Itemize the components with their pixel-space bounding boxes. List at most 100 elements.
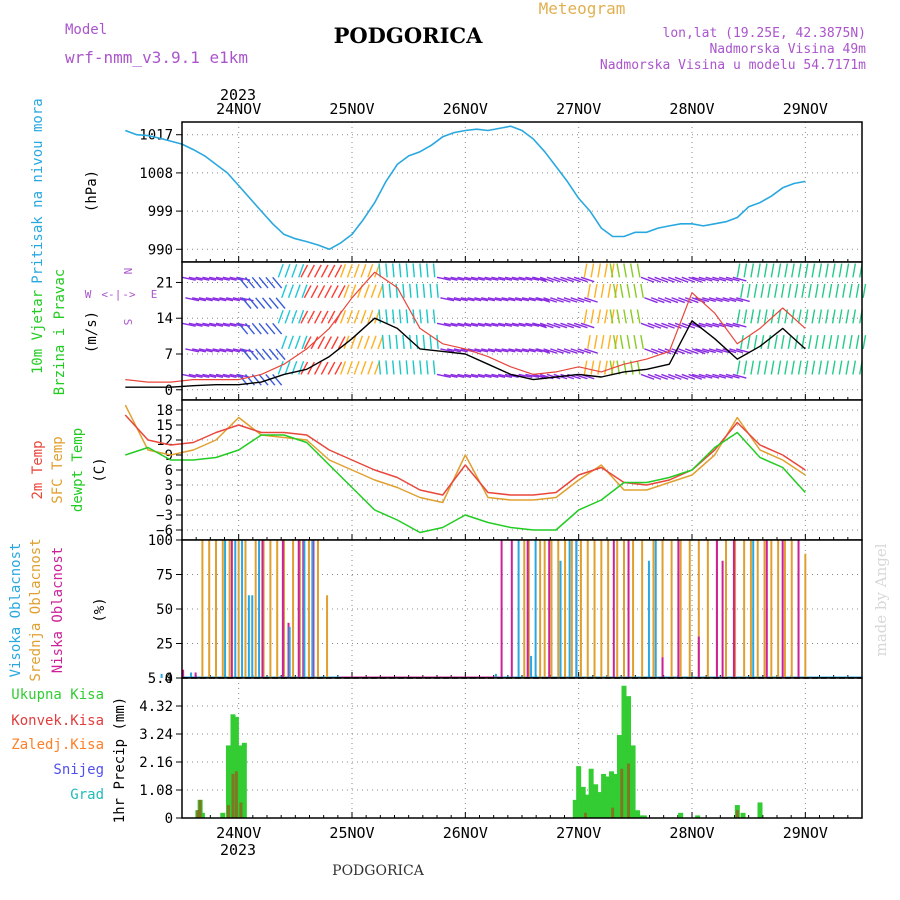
wind-arrow — [593, 283, 598, 298]
wind-arrow — [746, 283, 751, 298]
wind-arrow — [450, 276, 465, 281]
wind-arrow — [681, 276, 696, 283]
wind-arrow — [729, 348, 744, 354]
bottom-day-label: 24NOV — [216, 824, 261, 842]
wind-arrow — [494, 297, 509, 302]
wind-arrow — [409, 283, 412, 298]
y-tick-label: 0 — [165, 671, 173, 687]
wind-arrow — [604, 309, 608, 324]
wind-arrow — [310, 285, 319, 299]
wind-arrow — [432, 309, 436, 324]
wind-arrow — [794, 334, 799, 350]
wind-arrow — [597, 263, 602, 278]
bottom-day-label: 27NOV — [556, 824, 601, 842]
precip-total-bar — [740, 812, 746, 818]
precip-total-bar — [585, 794, 591, 818]
wind-arrow — [244, 322, 256, 335]
wind-arrow — [388, 334, 392, 349]
y-tick-label: 1008 — [139, 166, 173, 182]
wind-arrow — [405, 360, 409, 375]
wind-arrow — [494, 348, 509, 353]
wind-arrow — [491, 373, 506, 379]
wind-arrow — [198, 297, 213, 302]
wind-arrow — [767, 334, 772, 350]
wind-arrow — [633, 283, 638, 298]
compass-glyph: E — [151, 288, 158, 301]
y-tick-label: 21 — [156, 275, 173, 291]
pressure-line — [125, 125, 806, 251]
wind-arrow — [667, 276, 682, 283]
wind-arrow — [429, 334, 433, 349]
wind-arrow — [251, 276, 262, 289]
wind-arrow — [604, 360, 608, 375]
model-elevation-label: Nadmorska Visina u modelu 54.7171m — [600, 58, 866, 73]
wind-arrow — [543, 297, 558, 303]
precip-conv-bar — [239, 802, 243, 818]
wind-arrow — [784, 360, 789, 375]
wind-arrow — [838, 360, 843, 375]
wind-arrow — [560, 322, 575, 329]
wind-arrow — [374, 309, 381, 324]
wind-arrow — [587, 334, 591, 350]
precip-total-bar — [199, 812, 205, 818]
wind-arrow — [320, 264, 329, 278]
wind-arrow — [838, 263, 843, 278]
wind-arrow — [432, 263, 436, 278]
wind-arrow — [447, 348, 462, 353]
cloud-ylabel-high: Visoka Oblacnost — [8, 543, 24, 678]
wind-arrow — [695, 348, 710, 354]
wind-arrow — [804, 360, 809, 375]
wind-arrow — [584, 297, 598, 303]
wind-arrow — [570, 297, 585, 303]
wind-arrow — [702, 297, 716, 303]
wind-arrow — [215, 276, 230, 281]
wind-arrow — [797, 309, 802, 324]
cloud-ylabel: Visoka Oblacnost Srednja Oblacnost Niska… — [8, 538, 108, 681]
wind-arrow — [367, 309, 374, 324]
wind-arrow — [619, 283, 624, 298]
top-day-label: 26NOV — [443, 100, 488, 118]
wind-arrow — [650, 297, 665, 304]
wind-arrow — [862, 283, 867, 298]
wind-arrow — [525, 373, 540, 379]
wind-arrow — [398, 360, 402, 375]
wind-arrow — [633, 334, 638, 350]
wind-arrow — [402, 283, 405, 298]
y-tick-label: 75 — [156, 568, 173, 584]
temp-ylabel-unit: (C) — [92, 457, 108, 482]
wind-arrow — [593, 334, 598, 350]
wind-arrow — [268, 297, 279, 309]
wind-arrow — [258, 276, 269, 289]
precip-total-bar — [638, 815, 644, 818]
y-tick-label: −6 — [156, 523, 173, 539]
panel-background — [182, 678, 862, 818]
wind-arrow — [205, 348, 220, 353]
wind-arrow — [378, 360, 382, 375]
wind-arrow — [855, 334, 860, 350]
cloud-ylabel-mid: Srednja Oblacnost — [28, 538, 44, 681]
wind-arrow — [797, 263, 802, 278]
wind-arrow — [597, 309, 602, 324]
wind-arrow — [684, 348, 699, 355]
wind-arrow — [392, 360, 395, 375]
wind-arrow — [450, 322, 465, 327]
wind-arrow — [780, 334, 785, 350]
model-name: wrf-nmm_v3.9.1 e1km — [65, 48, 248, 67]
wind-arrow — [443, 322, 458, 327]
wind-arrow — [313, 264, 322, 278]
wind-arrow — [657, 348, 672, 355]
bottom-day-labels: 24NOV 25NOV 26NOV 27NOV 28NOV 29NOV — [216, 824, 828, 842]
precip-conv-bar — [611, 807, 615, 818]
wind-arrow — [370, 335, 377, 350]
precip-ylabel: 1hr Precip (mm) — [112, 697, 128, 823]
wind-arrow — [405, 309, 409, 324]
y-tick-label: 12 — [156, 433, 173, 449]
wind-arrow — [626, 283, 631, 298]
wind-arrow — [470, 322, 485, 327]
compass-glyph: | — [115, 288, 122, 301]
wind-arrow — [743, 263, 748, 278]
wind-arrow — [763, 360, 768, 375]
wind-arrow — [657, 297, 672, 304]
precip-total-bar — [593, 784, 599, 818]
